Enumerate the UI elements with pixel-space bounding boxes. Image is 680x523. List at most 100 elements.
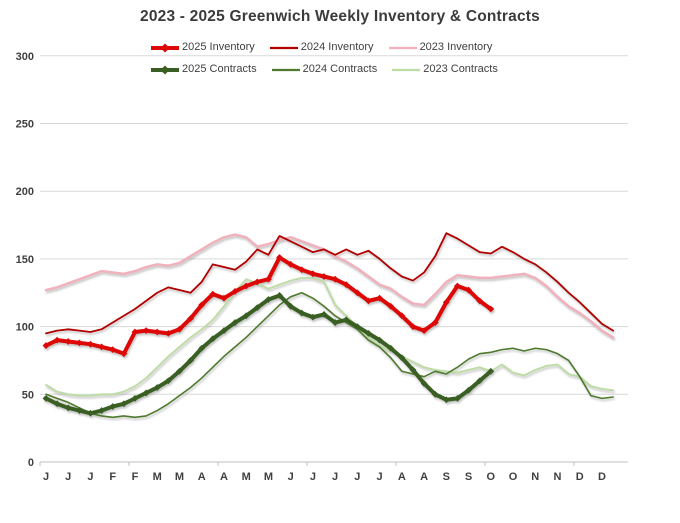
y-axis-tick-label: 300 [16,51,34,63]
series-line-2025-contracts [44,293,493,416]
diamond-marker-icon [231,287,239,295]
diamond-marker-icon [209,335,217,343]
diamond-marker-icon [442,396,450,404]
diamond-marker-icon [131,394,139,402]
y-axis-tick-label: 150 [16,254,34,266]
legend-label: 2023 Inventory [419,41,493,53]
legend-item-2024-contracts: 2024 Contracts [271,63,378,75]
x-axis-tick-label: J [87,471,93,483]
diamond-marker-icon [220,327,228,335]
diamond-marker-icon [87,409,94,417]
legend-label: 2024 Contracts [302,63,378,75]
diamond-marker-icon [98,343,105,351]
x-axis-tick-label: F [109,471,116,483]
diamond-marker-icon [420,327,428,335]
diamond-marker-icon [465,286,472,294]
diamond-marker-icon [309,270,317,278]
diamond-marker-icon [198,344,206,352]
diamond-marker-icon [487,305,495,313]
series-line-2024-contracts [45,291,614,419]
x-axis-tick-label: O [509,471,518,483]
legend-item-2025-inventory: 2025 Inventory [150,41,255,53]
legend-label: 2025 Inventory [182,41,255,53]
x-axis-tick-label: J [377,471,383,483]
diamond-marker-icon [298,309,306,317]
diamond-marker-icon [398,354,406,362]
diamond-marker-icon [376,336,383,344]
x-axis-tick-label: M [264,471,273,483]
diamond-marker-icon [353,289,361,297]
diamond-marker-icon [253,304,261,312]
diamond-marker-icon [431,390,439,398]
legend-row-contracts: 2025 Contracts 2024 Contracts 2023 Contr… [150,58,570,80]
diamond-marker-icon [287,302,295,310]
series-line-2023-contracts [45,276,615,397]
diamond-marker-icon [476,377,484,385]
x-axis-tick-label: S [443,471,450,483]
x-axis-tick-label: J [332,471,338,483]
y-axis-tick-label: 250 [16,119,34,131]
diamond-marker-icon [387,302,395,310]
legend-row-inventory: 2025 Inventory 2024 Inventory 2023 Inven… [150,36,570,58]
diamond-marker-icon [198,301,206,309]
gridlines: 0 50 100 150 200 250 300 [16,51,628,469]
x-axis-tick-label: M [242,471,251,483]
diamond-marker-icon [442,298,450,306]
diamond-marker-icon [153,384,161,391]
chart-title: 2023 - 2025 Greenwich Weekly Inventory &… [140,8,540,25]
x-axis-tick-label: S [465,471,472,483]
diamond-marker-icon [109,403,117,410]
legend-label: 2025 Contracts [182,63,257,75]
diamond-marker-icon [420,380,428,387]
x-axis-tick-label: A [198,471,206,483]
diamond-marker-icon [298,266,306,274]
diamond-marker-icon [387,344,395,352]
diamond-marker-icon [187,357,194,364]
diamond-marker-icon [265,275,272,283]
legend-swatch-2024-inventory-icon [269,41,299,53]
legend-item-2025-contracts: 2025 Contracts [150,63,257,75]
legend-item-2024-inventory: 2024 Inventory [269,41,374,53]
diamond-marker-icon [75,339,83,347]
y-axis-tick-label: 0 [28,457,34,469]
diamond-marker-icon [320,311,328,318]
y-axis-tick-label: 200 [16,186,34,198]
diamond-marker-icon [409,366,417,374]
diamond-marker-icon [276,254,283,261]
diamond-marker-icon [454,282,461,290]
diamond-marker-icon [187,315,194,322]
diamond-marker-icon [142,327,150,335]
x-axis-tick-label: A [220,471,228,483]
x-axis-tick-label: M [153,471,162,483]
diamond-marker-icon [131,328,139,336]
diamond-marker-icon [320,273,328,280]
diamond-marker-icon [309,313,317,321]
diamond-marker-icon [42,394,50,402]
diamond-marker-icon [365,329,372,337]
legend-label: 2023 Contracts [423,63,498,75]
x-axis-tick-label: J [354,471,360,483]
diamond-marker-icon [98,407,105,414]
diamond-marker-icon [398,312,406,320]
diamond-marker-icon [176,367,183,375]
series-group [42,232,615,419]
series-markers-2025-inventory [42,254,495,358]
diamond-marker-icon [53,336,61,344]
legend-swatch-2025-contracts-icon [150,63,180,75]
diamond-marker-icon [376,294,383,302]
diamond-marker-icon [265,296,272,303]
diamond-marker-icon [176,325,183,333]
x-axis-tick-label: M [175,471,184,483]
diamond-marker-icon [331,275,339,283]
x-axis-tick-label: O [487,471,496,483]
series-line-2024-inventory [45,232,615,335]
diamond-marker-icon [220,294,228,302]
legend-swatch-2023-contracts-icon [391,63,421,75]
diamond-marker-icon [331,319,339,326]
legend-item-2023-inventory: 2023 Inventory [388,41,493,53]
diamond-marker-icon [87,340,94,348]
diamond-marker-icon [153,328,161,336]
